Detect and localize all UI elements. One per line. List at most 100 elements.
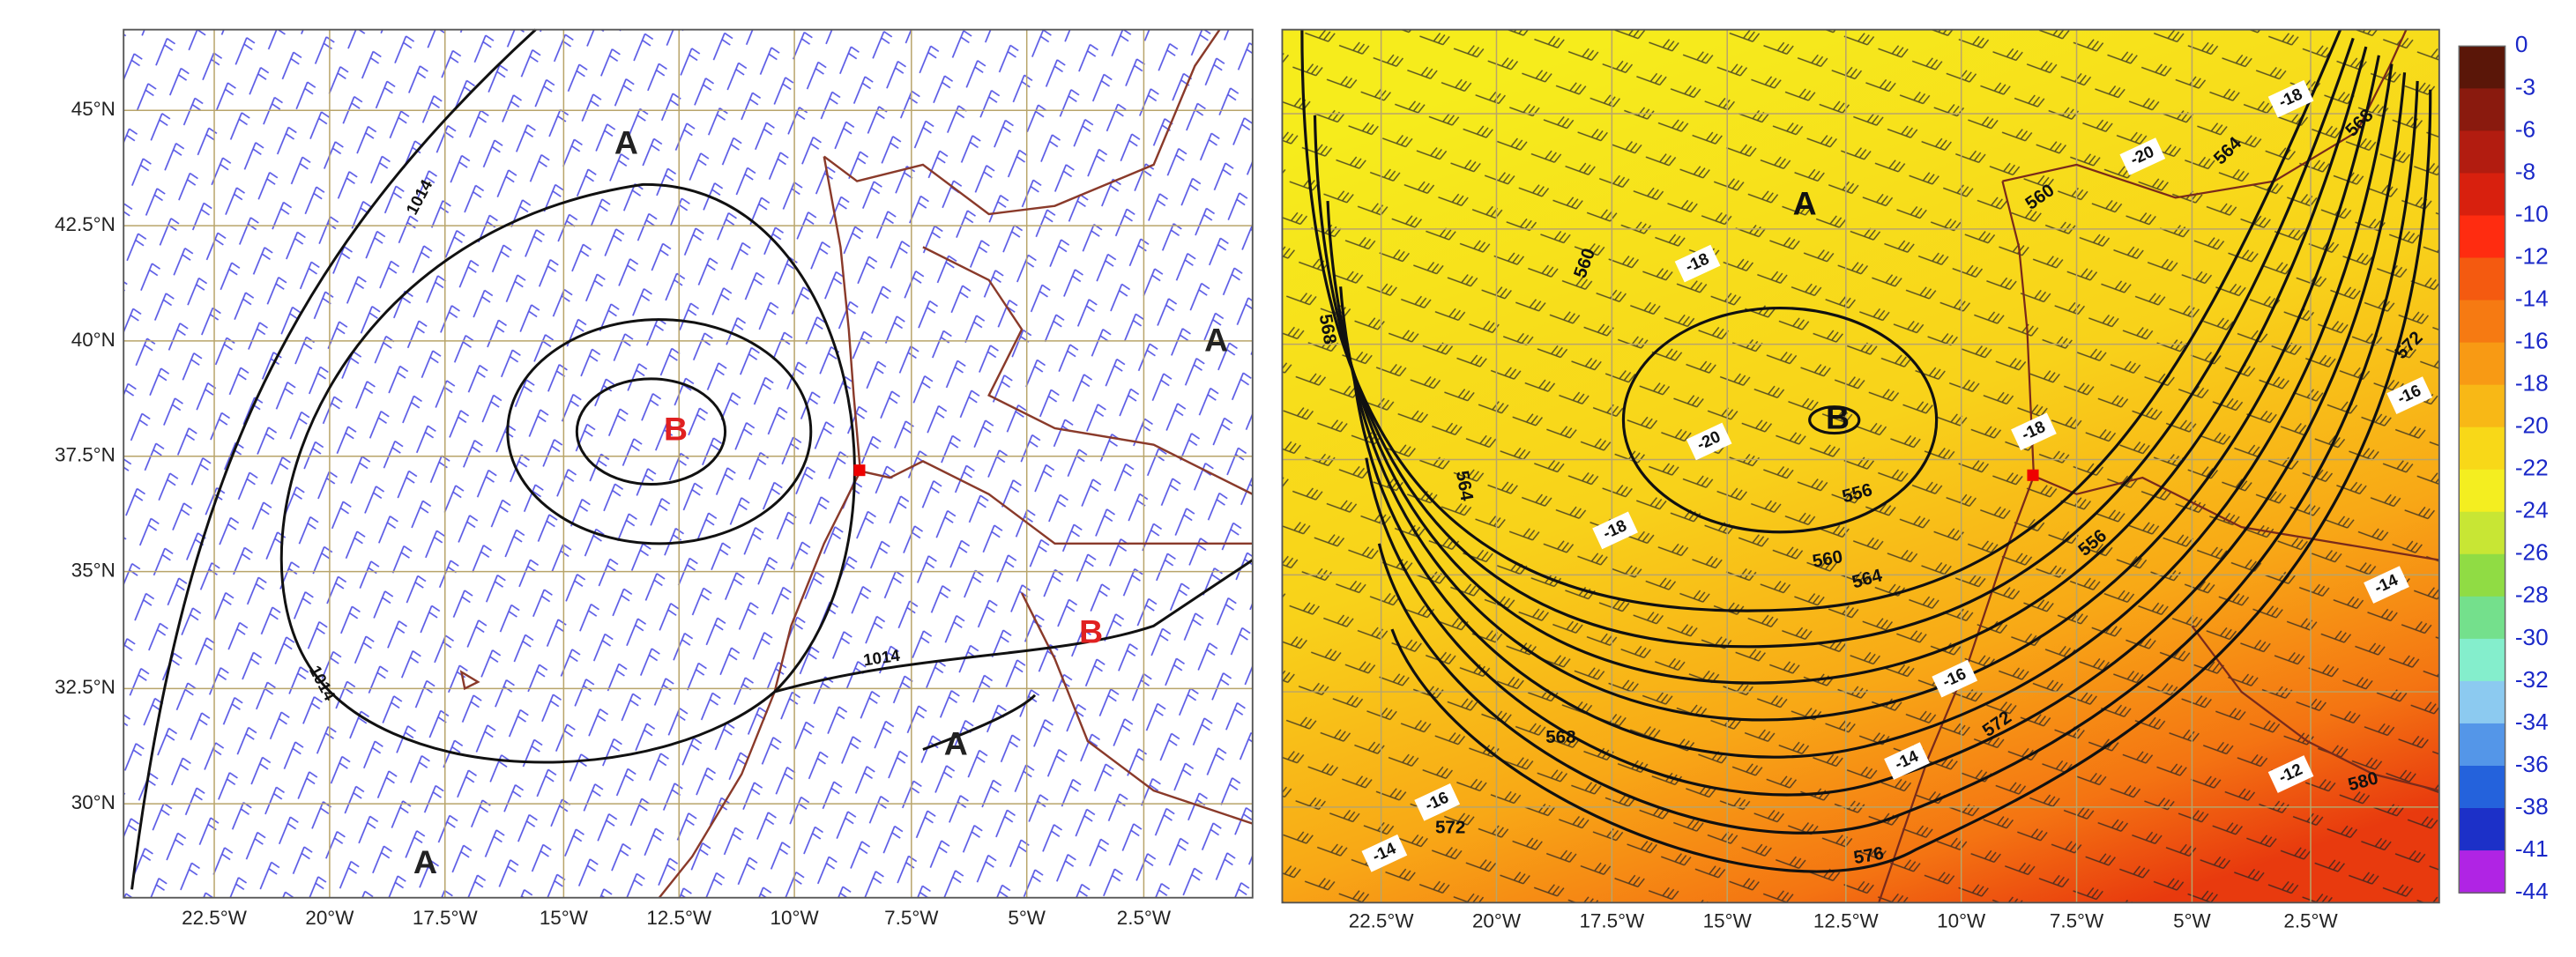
colorbar-label: -34 xyxy=(2515,708,2549,735)
colorbar-label: -6 xyxy=(2515,115,2535,142)
height-label: 568 xyxy=(1315,313,1341,346)
labels: 45°N 42.5°N 40°N 37.5°N 35°N 32.5°N 30°N 22.5°W… xyxy=(55,79,2433,932)
colorbar-swatch xyxy=(2459,680,2505,724)
latitude-label: 32.5°N xyxy=(55,676,115,698)
colorbar-label: -8 xyxy=(2515,158,2535,184)
temperature-label-box xyxy=(1884,742,1930,780)
pressure-center: B xyxy=(1079,613,1103,650)
colorbar-label: -14 xyxy=(2515,285,2549,311)
temperature-label-box xyxy=(1361,834,1408,872)
colorbar-label: -26 xyxy=(2515,539,2549,566)
temperature-label-box xyxy=(2119,137,2166,175)
longitude-label: 7.5°W xyxy=(2050,910,2104,932)
height-contour xyxy=(1339,55,2380,722)
colorbar-label: -20 xyxy=(2515,412,2549,439)
height-contour xyxy=(1351,63,2394,759)
colorbar-swatch xyxy=(2459,173,2505,217)
height-contour xyxy=(1313,37,2355,649)
colorbar-label: -32 xyxy=(2515,666,2549,693)
temperature-label-box xyxy=(1414,783,1461,821)
isobars xyxy=(130,28,1254,890)
colorbar-label: -44 xyxy=(2515,878,2549,904)
pressure-center: A xyxy=(944,725,968,762)
longitude-label: 17.5°W xyxy=(1579,910,1645,932)
colorbar-swatch xyxy=(2459,808,2505,851)
height-label: 564 xyxy=(1452,469,1478,502)
colorbar-swatch xyxy=(2459,215,2505,259)
height-contour xyxy=(1326,46,2368,685)
colorbar-label: -38 xyxy=(2515,793,2549,820)
colorbar-swatch xyxy=(2459,765,2505,809)
map-frame xyxy=(123,28,1254,899)
upper-air-map xyxy=(1281,28,2440,904)
latitude-label: 40°N xyxy=(71,329,115,351)
longitude-label: 22.5°W xyxy=(1349,910,1415,932)
temperature-label-box xyxy=(1592,511,1638,550)
colorbar-label: -36 xyxy=(2515,751,2549,777)
longitude-label: 10°W xyxy=(771,907,820,929)
location-marker xyxy=(2027,469,2039,481)
longitude-label: 20°W xyxy=(1472,910,1522,932)
latitude-label: 42.5°N xyxy=(55,213,115,235)
colorbar-label: -3 xyxy=(2515,73,2535,100)
latitude-label: 37.5°N xyxy=(55,444,115,466)
colorbar-label: -18 xyxy=(2515,370,2549,397)
longitude-label: 2.5°W xyxy=(2283,910,2338,932)
height-contour xyxy=(1377,80,2419,835)
colorbar-swatch xyxy=(2459,130,2505,174)
colorbar-label: -30 xyxy=(2515,624,2549,650)
colorbar-swatch xyxy=(2459,723,2505,767)
colorbar-label: -10 xyxy=(2515,200,2549,226)
colorbar-swatch xyxy=(2459,850,2505,894)
colorbar-swatch xyxy=(2459,469,2505,513)
latitude-label: 30°N xyxy=(71,791,115,813)
height-contour xyxy=(1390,89,2432,873)
longitude-label: 17.5°W xyxy=(413,907,479,929)
colorbar-label: -22 xyxy=(2515,455,2549,481)
colorbar-swatch xyxy=(2459,427,2505,471)
longitude-label: 12.5°W xyxy=(1813,910,1880,932)
temperature-label-box xyxy=(1932,659,1978,698)
pressure-center: A xyxy=(1204,322,1228,359)
colorbar-label: -16 xyxy=(2515,328,2549,354)
latitude-label: 35°N xyxy=(71,560,115,582)
height-label: 572 xyxy=(1435,818,1465,838)
colorbar-swatch xyxy=(2459,511,2505,555)
wind-barbs xyxy=(1282,29,2439,903)
temperature-label-box xyxy=(2011,412,2057,451)
colorbar-swatch xyxy=(2459,257,2505,301)
pressure-center: A xyxy=(614,123,638,160)
colorbar-swatch xyxy=(2459,553,2505,597)
temperature-label-box xyxy=(2364,566,2409,604)
pressure-center: A xyxy=(1793,185,1817,222)
colorbar-label: 0 xyxy=(2515,31,2528,57)
height-label: 568 xyxy=(1545,727,1575,747)
temperature-label-box xyxy=(2386,376,2433,414)
colorbar-label: -28 xyxy=(2515,582,2549,608)
colorbar-label: -24 xyxy=(2515,497,2549,523)
colorbar-frame xyxy=(2458,45,2506,894)
longitude-label: 20°W xyxy=(305,907,354,929)
surface-map xyxy=(123,28,1254,899)
wind-barbs xyxy=(123,29,1253,898)
temperature-label-box xyxy=(2267,755,2314,793)
longitude-label: 22.5°W xyxy=(182,907,248,929)
longitude-label: 15°W xyxy=(1703,910,1753,932)
map-frame xyxy=(1281,28,2440,904)
longitude-label: 5°W xyxy=(2173,910,2211,932)
latitude-label: 45°N xyxy=(71,98,115,120)
pressure-center: A xyxy=(413,843,437,880)
location-marker xyxy=(853,464,866,477)
longitude-label: 5°W xyxy=(1008,907,1046,929)
temperature-label-box xyxy=(1674,244,1721,283)
pressure-center: B xyxy=(1826,399,1850,436)
colorbar-swatch xyxy=(2459,300,2505,344)
colorbar-swatch xyxy=(2459,46,2505,90)
longitude-label: 12.5°W xyxy=(646,907,712,929)
temperature-label-box xyxy=(1686,422,1732,461)
longitude-label: 10°W xyxy=(1937,910,1986,932)
colorbar: 0 -3 -6 -8 -10 -12 -14 -16 -18 -20 -22 -24 -26 -28 -30… xyxy=(2458,31,2549,904)
colorbar-swatch xyxy=(2459,638,2505,682)
colorbar-swatch xyxy=(2459,596,2505,640)
